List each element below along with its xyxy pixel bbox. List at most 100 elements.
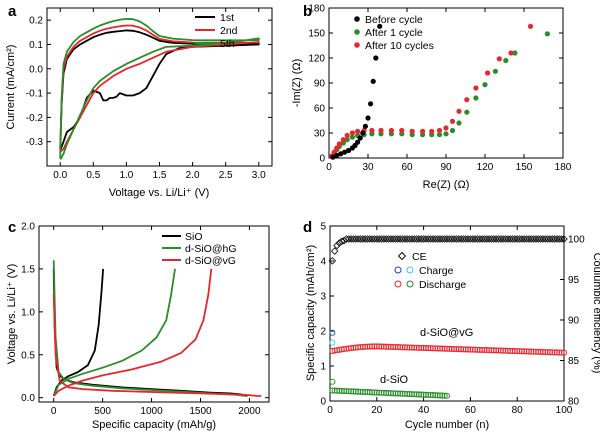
data-point-Before cycle	[338, 151, 344, 157]
ce-point	[389, 235, 397, 243]
axis-ticks-b: 0 30 60 90 120 150 180 0 30 60 90 120 150 180	[308, 4, 571, 174]
y-tick-label: 0.0	[21, 393, 35, 404]
y-tick-label: 1.0	[21, 307, 35, 318]
data-point-After 10 cycles	[399, 127, 405, 134]
vg-capacity-point	[504, 347, 511, 354]
vg-capacity-point	[404, 344, 411, 351]
ce-point	[494, 235, 503, 243]
y-tick-label: 90	[314, 79, 326, 90]
discharge-curve-SiO	[52, 268, 248, 397]
vg-capacity-point	[467, 346, 474, 353]
data-point-Before cycle	[345, 147, 352, 154]
x-tick-label: 0.0	[53, 170, 67, 181]
ce-point	[429, 235, 437, 243]
data-point-After 1 cycle	[456, 120, 462, 126]
vg-capacity-point	[507, 347, 514, 354]
ce-point	[410, 235, 419, 243]
data-point-Before cycle	[362, 123, 368, 129]
ce-point	[380, 235, 388, 243]
ce-point	[394, 235, 402, 243]
data-point-After 1 cycle	[344, 137, 350, 143]
y-axis-title-d: Specific capacity (mAh/cm²)	[305, 245, 317, 381]
axis-ticks-a: 0.0 0.5 1.0 1.5 2.0 2.5 3.0 -0.3 -0.2 -0.1 0.0 0.1 0…	[26, 8, 272, 181]
data-point-Before cycle	[357, 135, 363, 141]
ce-point	[370, 235, 379, 243]
data-point-After 10 cycles	[420, 128, 426, 134]
series-group-a	[59, 17, 260, 160]
legend-marker-charge-2	[406, 266, 414, 274]
y-tick-label: -0.3	[26, 137, 44, 148]
sio-capacity-point	[443, 392, 451, 399]
vg-capacity-point	[371, 343, 378, 350]
ce-point	[422, 235, 430, 243]
y-tick-label: 3	[320, 292, 326, 303]
ce-point	[382, 235, 390, 243]
vg-capacity-point	[439, 345, 446, 352]
vg-capacity-point	[418, 344, 425, 351]
ce-point	[464, 235, 472, 243]
ce-point	[426, 235, 435, 243]
sio-capacity-point	[411, 391, 418, 398]
ce-point	[454, 235, 463, 243]
data-point-Before cycle	[377, 23, 383, 29]
legend-label: CE	[412, 251, 427, 263]
ce-point	[457, 235, 465, 243]
vg-capacity-point	[429, 345, 437, 352]
sio-capacity-point	[338, 387, 345, 394]
ce-point	[412, 235, 421, 243]
vg-capacity-point	[542, 349, 549, 356]
charge-curve-d-SiO@vG	[53, 268, 213, 397]
x-tick-label: 60	[401, 162, 413, 173]
ce-point	[401, 235, 409, 243]
ce-point	[468, 235, 477, 243]
ce-point	[492, 235, 500, 243]
x-tick-label: 500	[94, 406, 111, 417]
x-tick-label: 0.5	[86, 170, 100, 181]
vg-capacity-point	[553, 349, 561, 356]
vg-capacity-point	[472, 346, 479, 353]
ce-point	[485, 235, 493, 243]
ce-point	[501, 235, 510, 243]
x-tick-label: 1000	[140, 406, 163, 417]
vg-capacity-point	[343, 345, 350, 352]
sio-capacity-point	[432, 392, 439, 399]
sio-capacity-point	[352, 388, 359, 395]
vg-capacity-point	[340, 346, 348, 353]
ce-point	[354, 235, 362, 243]
vg-capacity-point	[549, 349, 556, 356]
plot-frame-d	[329, 225, 565, 402]
y-axis-title-a: Current (mA/cm²)	[5, 45, 17, 130]
vg-capacity-point	[537, 348, 544, 355]
x-axis-title-d: Cycle number (n)	[405, 419, 489, 431]
sio-capacity-point	[441, 392, 448, 399]
y-tick-label: 60	[314, 104, 326, 115]
y-right-tick-label: 100	[568, 234, 585, 245]
data-point-After 10 cycles	[334, 145, 340, 151]
vg-capacity-point	[366, 343, 373, 350]
vg-capacity-point	[502, 347, 509, 354]
panel-letter-b: b	[303, 3, 312, 20]
data-point-After 10 cycles	[464, 97, 470, 103]
vg-capacity-point	[450, 345, 458, 353]
sio-capacity-point	[373, 389, 380, 396]
data-point-After 1 cycle	[512, 50, 518, 56]
data-point-Before cycle	[368, 101, 374, 107]
data-point-After 10 cycles	[449, 118, 456, 124]
ce-point	[513, 235, 521, 243]
sio-capacity-point	[422, 391, 429, 398]
vg-capacity-point	[486, 347, 493, 354]
ce-point	[471, 235, 479, 243]
ce-point	[330, 247, 339, 255]
sio-first-point	[329, 378, 336, 385]
y-right-tick-label: 90	[568, 315, 580, 326]
x-tick-label: 150	[516, 162, 533, 173]
ce-point	[560, 235, 568, 243]
ce-point	[466, 235, 475, 243]
vg-capacity-point	[427, 345, 434, 352]
sio-capacity-point	[364, 389, 371, 396]
ce-point	[546, 235, 554, 243]
vg-capacity-point	[432, 345, 439, 352]
vg-capacity-point	[446, 345, 453, 352]
